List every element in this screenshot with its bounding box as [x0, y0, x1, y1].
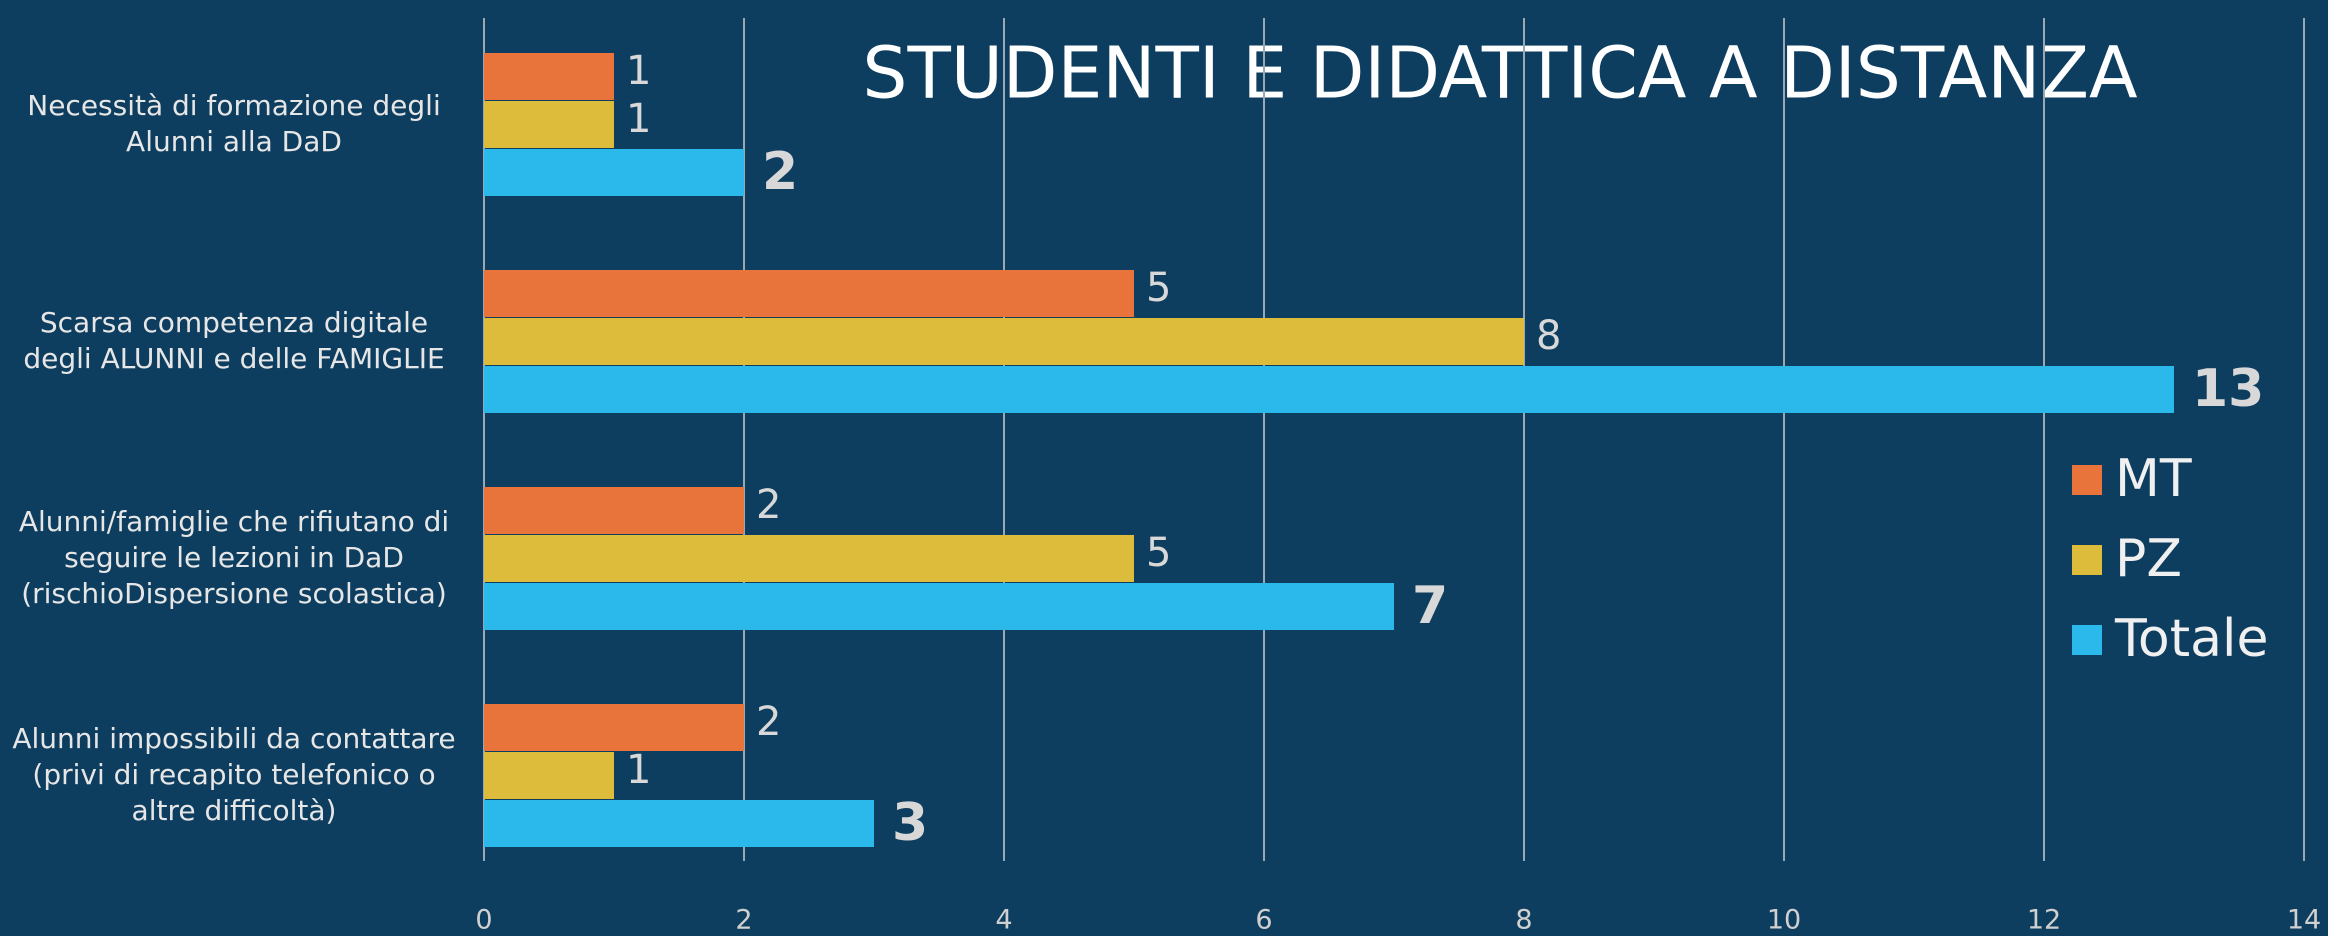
value-label: 2	[756, 482, 781, 528]
bar	[484, 704, 744, 751]
legend-swatch	[2072, 625, 2102, 655]
bar	[484, 800, 874, 847]
value-label: 1	[626, 48, 651, 94]
x-tick-label: 12	[2027, 905, 2061, 936]
bar	[484, 366, 2174, 413]
category-label: Scarsa competenza digitale degli ALUNNI e…	[23, 306, 444, 375]
legend-label: MT	[2115, 449, 2192, 509]
bar	[484, 270, 1134, 317]
category-label: Alunni impossibili da contattare (privi d…	[12, 722, 455, 827]
value-label: 2	[762, 142, 798, 202]
value-label: 13	[2192, 359, 2264, 419]
value-label: 2	[756, 699, 781, 745]
bar	[484, 535, 1134, 582]
legend-swatch	[2072, 465, 2102, 495]
legend-swatch	[2072, 545, 2102, 575]
bar	[484, 149, 744, 196]
legend-label: Totale	[2114, 609, 2268, 669]
bar	[484, 583, 1394, 630]
value-label: 5	[1146, 530, 1171, 576]
x-tick-label: 2	[735, 905, 752, 936]
x-tick-label: 8	[1515, 905, 1532, 936]
category-label: Necessità di formazione degli Alunni alla…	[27, 89, 441, 158]
value-label: 5	[1146, 265, 1171, 311]
bar	[484, 487, 744, 534]
bar	[484, 752, 614, 799]
x-tick-label: 4	[995, 905, 1012, 936]
value-label: 7	[1412, 576, 1448, 636]
chart-title: STUDENTI E DIDATTICA A DISTANZA	[862, 32, 2137, 115]
bar	[484, 101, 614, 148]
x-tick-label: 10	[1767, 905, 1801, 936]
value-label: 1	[626, 96, 651, 142]
category-label: Alunni/famiglie che rifiutano di seguire …	[19, 505, 449, 610]
bar	[484, 53, 614, 100]
x-tick-label: 0	[475, 905, 492, 936]
legend-label: PZ	[2115, 529, 2182, 589]
x-tick-label: 14	[2287, 905, 2321, 936]
bar	[484, 318, 1524, 365]
value-label: 3	[892, 793, 928, 853]
value-label: 1	[626, 747, 651, 793]
value-label: 8	[1536, 313, 1561, 359]
x-tick-label: 6	[1255, 905, 1272, 936]
